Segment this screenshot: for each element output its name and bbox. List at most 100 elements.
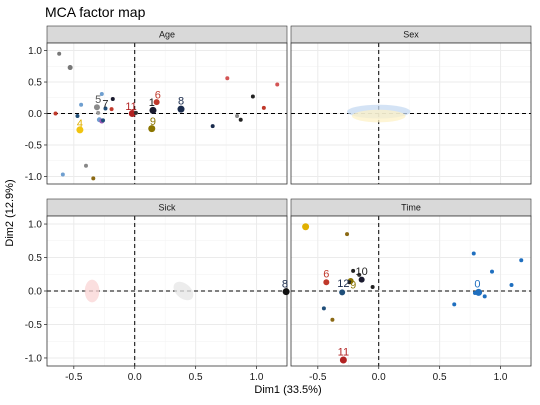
data-point	[103, 106, 108, 111]
point-label: 4	[77, 118, 83, 130]
data-point	[357, 272, 362, 277]
x-tick-label: 1.0	[250, 372, 264, 383]
x-tick-label: 0.5	[433, 372, 447, 383]
y-tick-label: -0.5	[25, 320, 43, 331]
point-label: 0	[474, 279, 480, 291]
data-point	[452, 302, 457, 307]
y-tick-label: 0.5	[28, 78, 42, 89]
x-tick-label: 0.0	[372, 372, 386, 383]
data-point	[323, 279, 330, 286]
data-point	[358, 276, 365, 283]
point-label: 11	[338, 346, 349, 358]
data-point	[67, 65, 73, 71]
facet-strip-label: Time	[401, 203, 421, 213]
x-tick-label: 1.0	[494, 372, 508, 383]
panel-sick: Sick	[46, 198, 288, 367]
data-point	[53, 111, 58, 116]
point-label: 7	[102, 98, 108, 110]
x-axis-label: Dim1 (33.5%)	[254, 384, 321, 396]
data-point	[475, 288, 483, 296]
point-label: 5	[95, 94, 101, 106]
confidence-ellipse	[351, 109, 406, 123]
data-point	[250, 94, 255, 99]
data-point	[79, 102, 84, 107]
data-point	[370, 284, 375, 289]
data-point	[110, 97, 115, 102]
axes: -1.0 -0.5 0.0 0.5 1.0 -1.0 -0.5 0.0 0.5 1.0 -0.5 0.…	[25, 46, 508, 383]
data-point	[109, 107, 114, 112]
data-point	[238, 117, 243, 122]
data-point	[96, 110, 101, 115]
data-point	[302, 223, 310, 231]
y-tick-label: 0.0	[28, 287, 42, 298]
data-point	[210, 124, 215, 129]
point-label: 10	[356, 266, 368, 278]
point-label: 6	[323, 269, 329, 281]
facet-strip-label: Sick	[158, 203, 176, 213]
data-point	[57, 51, 62, 56]
data-point	[91, 176, 96, 181]
data-point	[471, 251, 476, 256]
y-tick-label: -0.5	[25, 140, 43, 151]
data-point	[261, 105, 266, 110]
data-point	[75, 114, 80, 119]
data-point	[177, 105, 185, 113]
y-tick-label: 1.0	[28, 46, 42, 57]
data-point	[93, 104, 100, 111]
data-point	[76, 126, 84, 134]
data-point	[149, 106, 157, 114]
point-label: 8	[282, 279, 288, 291]
data-point	[347, 280, 352, 285]
y-axis-label: Dim2 (12.9%)	[4, 179, 16, 246]
data-point	[490, 269, 495, 274]
data-point	[351, 268, 356, 273]
data-point	[99, 91, 104, 96]
data-point	[133, 110, 138, 115]
data-point	[275, 82, 280, 87]
x-tick-label: -0.5	[309, 372, 327, 383]
y-tick-label: -1.0	[25, 172, 43, 183]
facet-strip-label: Age	[159, 30, 175, 40]
point-label: 9	[150, 116, 156, 128]
data-point	[339, 356, 347, 364]
confidence-ellipse	[84, 279, 100, 303]
x-tick-label: 0.0	[128, 372, 142, 383]
y-tick-label: 0.5	[28, 253, 42, 264]
y-tick-label: 1.0	[28, 220, 42, 231]
data-point	[148, 125, 156, 133]
data-point	[282, 288, 290, 296]
y-tick-label: 0.0	[28, 109, 42, 120]
point-label: 12	[337, 278, 349, 290]
chart-title: MCA factor map	[45, 4, 146, 20]
panel-border	[290, 215, 532, 367]
panel-sex: Sex	[290, 25, 532, 185]
panel-border	[290, 42, 532, 185]
data-point	[509, 282, 514, 287]
data-point	[83, 163, 88, 168]
panel-time: Time 8 6 12 109 0 11	[282, 198, 532, 367]
data-point	[225, 76, 230, 81]
data-point	[101, 118, 106, 123]
y-tick-label: -1.0	[25, 353, 43, 364]
data-point	[339, 289, 346, 296]
facet-strip-label: Sex	[403, 30, 419, 40]
point-label: 1	[149, 97, 155, 109]
point-label: 6	[155, 90, 161, 102]
data-point	[128, 110, 136, 117]
data-point	[482, 294, 487, 299]
data-point	[235, 114, 240, 119]
data-point	[153, 99, 160, 106]
point-label: 11	[125, 101, 136, 113]
data-point	[519, 258, 524, 263]
data-point	[345, 232, 350, 237]
point-label: 8	[178, 95, 184, 107]
data-point	[321, 306, 326, 311]
x-tick-label: -0.5	[65, 372, 83, 383]
x-tick-label: 0.5	[189, 372, 203, 383]
data-point	[472, 291, 477, 296]
confidence-ellipse	[173, 281, 194, 301]
data-point	[60, 172, 65, 177]
